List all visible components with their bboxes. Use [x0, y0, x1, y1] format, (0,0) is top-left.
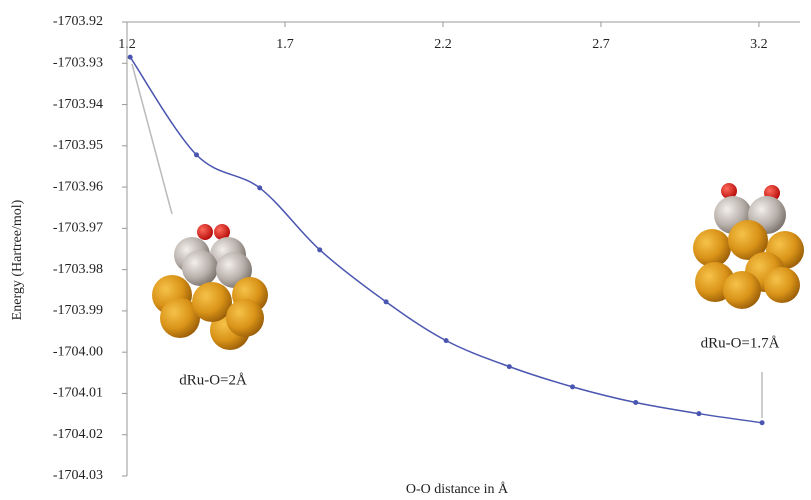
point	[633, 400, 639, 406]
point	[317, 247, 323, 253]
y-tick-label: -1703.96	[53, 179, 103, 194]
y-tick-label: -1703.98	[53, 262, 103, 277]
x-tick-label: 2.7	[592, 37, 610, 52]
y-tick-label: -1704.03	[53, 468, 103, 483]
point	[257, 185, 263, 191]
point	[443, 338, 449, 344]
annotation: dRu-O=2Å	[179, 372, 247, 388]
point	[759, 420, 765, 426]
y-tick-label: -1703.94	[53, 97, 103, 112]
x-tick-label: 1.7	[276, 37, 294, 52]
point	[383, 299, 389, 305]
annotation: dRu-O=1.7Å	[701, 335, 780, 351]
point	[696, 411, 702, 417]
x-tick-label: 3.2	[750, 37, 768, 52]
point	[506, 364, 512, 370]
y-tick-label: -1703.99	[53, 303, 103, 318]
x-tick-label: 2.2	[434, 37, 452, 52]
y-tick-label: -1704.01	[53, 386, 103, 401]
y-tick-label: -1703.95	[53, 138, 103, 153]
y-axis-title: Energy (Hartree/mol)	[10, 199, 25, 320]
cluster-left	[131, 63, 268, 350]
y-tick-label: -1704.00	[53, 344, 103, 359]
y-tick-label: -1704.02	[53, 427, 103, 442]
cluster-right	[693, 183, 804, 418]
point	[570, 384, 576, 390]
y-tick-label: -1703.92	[53, 14, 103, 29]
line	[129, 56, 763, 424]
point	[127, 54, 133, 60]
y-tick-label: -1703.93	[53, 55, 103, 70]
point	[194, 152, 200, 158]
x-axis-title: O-O distance in Å	[406, 481, 509, 497]
y-tick-label: -1703.97	[53, 221, 103, 236]
